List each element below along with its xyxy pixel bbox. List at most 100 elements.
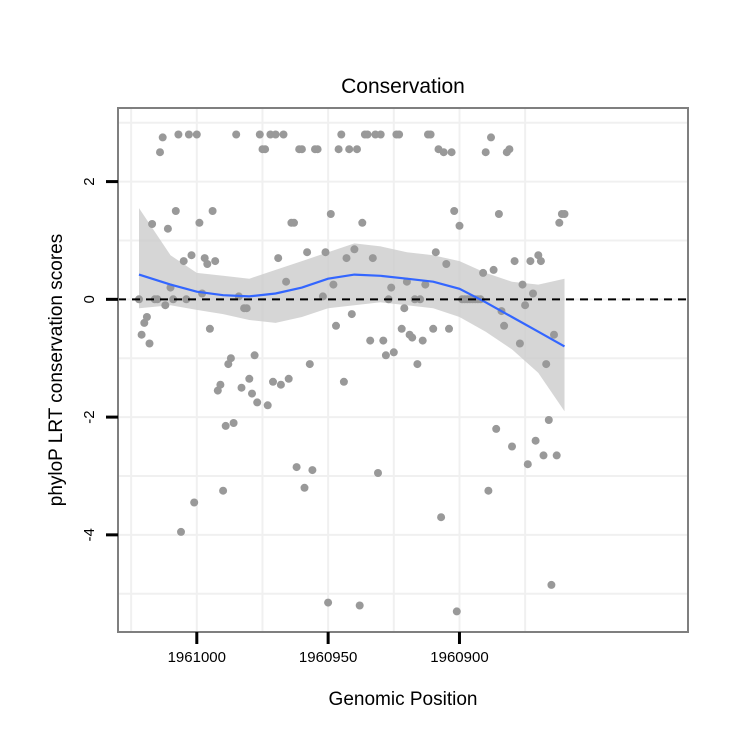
data-point	[481, 148, 490, 157]
x-tick-label: 1960900	[430, 649, 488, 666]
data-point	[450, 207, 459, 215]
data-point	[195, 218, 204, 227]
data-point	[437, 513, 446, 522]
data-point	[536, 257, 545, 266]
data-point	[205, 324, 214, 333]
y-tick-label: 0	[81, 295, 98, 303]
data-point	[334, 145, 343, 154]
data-point	[292, 463, 301, 472]
data-point	[521, 301, 530, 310]
data-point	[261, 145, 270, 154]
data-point	[237, 383, 246, 392]
data-point	[145, 339, 154, 348]
data-point	[177, 527, 185, 536]
data-point	[387, 283, 396, 292]
data-point	[156, 148, 164, 157]
data-point	[510, 257, 519, 266]
data-point	[358, 218, 367, 227]
data-point	[345, 145, 354, 154]
data-point	[555, 218, 564, 227]
data-point	[439, 148, 448, 157]
data-point	[219, 486, 228, 495]
data-point	[274, 254, 283, 263]
data-point	[426, 130, 435, 139]
data-point	[242, 304, 251, 313]
data-point	[539, 451, 548, 460]
data-point	[445, 324, 453, 333]
data-point	[366, 336, 375, 345]
data-point	[489, 265, 498, 274]
data-point	[542, 360, 551, 369]
data-point	[282, 277, 291, 286]
data-point	[550, 330, 558, 339]
data-point	[250, 351, 259, 360]
data-point	[379, 336, 388, 345]
data-point	[163, 224, 172, 233]
data-point	[484, 486, 493, 495]
data-point	[321, 248, 330, 257]
y-axis-label: phyloP LRT conservation scores	[46, 234, 67, 507]
data-point	[452, 607, 461, 616]
data-point	[297, 145, 306, 154]
data-point	[174, 130, 183, 139]
data-point	[413, 360, 422, 369]
x-axis-label: Genomic Position	[329, 689, 478, 710]
data-point	[355, 601, 364, 610]
data-point	[329, 280, 338, 289]
data-point	[271, 130, 280, 139]
data-point	[161, 301, 170, 310]
data-point	[544, 416, 553, 424]
data-point	[337, 130, 346, 139]
data-point	[526, 257, 535, 266]
data-point	[552, 451, 561, 460]
data-point	[547, 580, 556, 589]
data-point	[137, 330, 146, 339]
data-point	[421, 280, 430, 289]
data-point	[395, 130, 404, 139]
data-point	[350, 245, 359, 254]
data-point	[416, 295, 425, 304]
data-point	[221, 421, 230, 430]
data-point	[269, 377, 277, 386]
data-point	[142, 313, 151, 321]
data-point	[182, 295, 191, 304]
data-point	[479, 268, 488, 277]
data-point	[226, 354, 235, 363]
smooth-line	[138, 273, 566, 348]
data-point	[376, 130, 385, 139]
data-point	[560, 210, 569, 218]
data-point	[203, 260, 212, 268]
panel-border	[117, 107, 689, 633]
data-point	[500, 321, 509, 330]
data-point	[529, 289, 537, 298]
data-point	[171, 207, 180, 215]
chart-title: Conservation	[341, 75, 465, 98]
data-point	[308, 466, 317, 475]
data-point	[279, 130, 288, 139]
data-point	[508, 442, 516, 451]
data-point	[400, 304, 409, 313]
data-point	[179, 257, 188, 266]
data-point	[326, 210, 335, 218]
data-point	[148, 220, 157, 228]
data-point	[418, 336, 427, 345]
data-point	[408, 333, 417, 342]
data-point	[184, 130, 193, 139]
data-point	[255, 130, 264, 139]
data-point	[192, 130, 201, 139]
data-point	[389, 348, 398, 357]
data-point	[158, 133, 167, 142]
data-point	[339, 377, 348, 386]
data-point	[353, 145, 361, 154]
data-point	[442, 260, 451, 268]
data-point	[276, 380, 285, 389]
data-point	[190, 498, 199, 507]
data-point	[531, 436, 540, 445]
data-point	[229, 419, 238, 427]
data-point	[300, 483, 309, 492]
data-point	[284, 374, 293, 383]
data-point	[515, 339, 524, 348]
data-point	[518, 280, 527, 289]
